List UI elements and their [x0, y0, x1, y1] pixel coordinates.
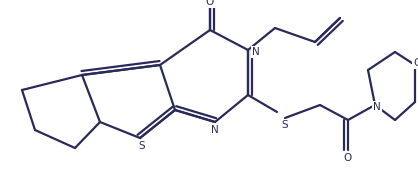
Text: S: S: [282, 120, 288, 130]
Text: O: O: [413, 58, 418, 68]
Text: O: O: [344, 153, 352, 163]
Text: N: N: [211, 125, 219, 135]
Text: S: S: [139, 141, 145, 151]
Text: N: N: [252, 47, 260, 57]
Text: O: O: [206, 0, 214, 7]
Text: N: N: [373, 102, 381, 112]
